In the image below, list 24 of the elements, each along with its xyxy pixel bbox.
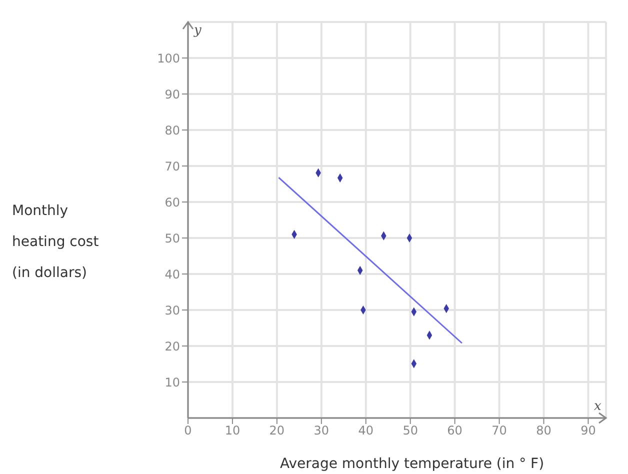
y-tick-label: 40	[164, 267, 180, 282]
x-tick-label: 60	[447, 424, 462, 438]
x-tick-label: 90	[580, 424, 596, 438]
y-tick-label: 60	[164, 195, 180, 210]
y-tick-label: 30	[164, 303, 180, 318]
y-axis-title: Monthly heating cost (in dollars)	[12, 202, 100, 283]
x-tick-label: 30	[314, 424, 330, 438]
x-tick-label: 70	[492, 424, 507, 438]
x-tick-label: 10	[224, 424, 240, 438]
x-axis-title: Average monthly temperature (in ° F)	[278, 456, 546, 472]
annotation: x	[594, 399, 602, 414]
x-tick-label: 50	[402, 424, 418, 438]
y-tick-label: 100	[157, 51, 180, 66]
y-tick-label: 80	[164, 123, 180, 138]
y-tick-label: 10	[164, 375, 180, 390]
x-tick-label: 20	[269, 424, 285, 438]
x-tick-label: 40	[358, 424, 374, 438]
x-tick-label: 0	[184, 424, 192, 438]
x-tick-label: 80	[536, 424, 552, 438]
annotation: y	[193, 23, 202, 38]
y-tick-label: 70	[164, 159, 180, 174]
y-tick-label: 50	[164, 231, 180, 246]
y-tick-label: 20	[164, 339, 180, 354]
y-tick-label: 90	[164, 87, 180, 102]
